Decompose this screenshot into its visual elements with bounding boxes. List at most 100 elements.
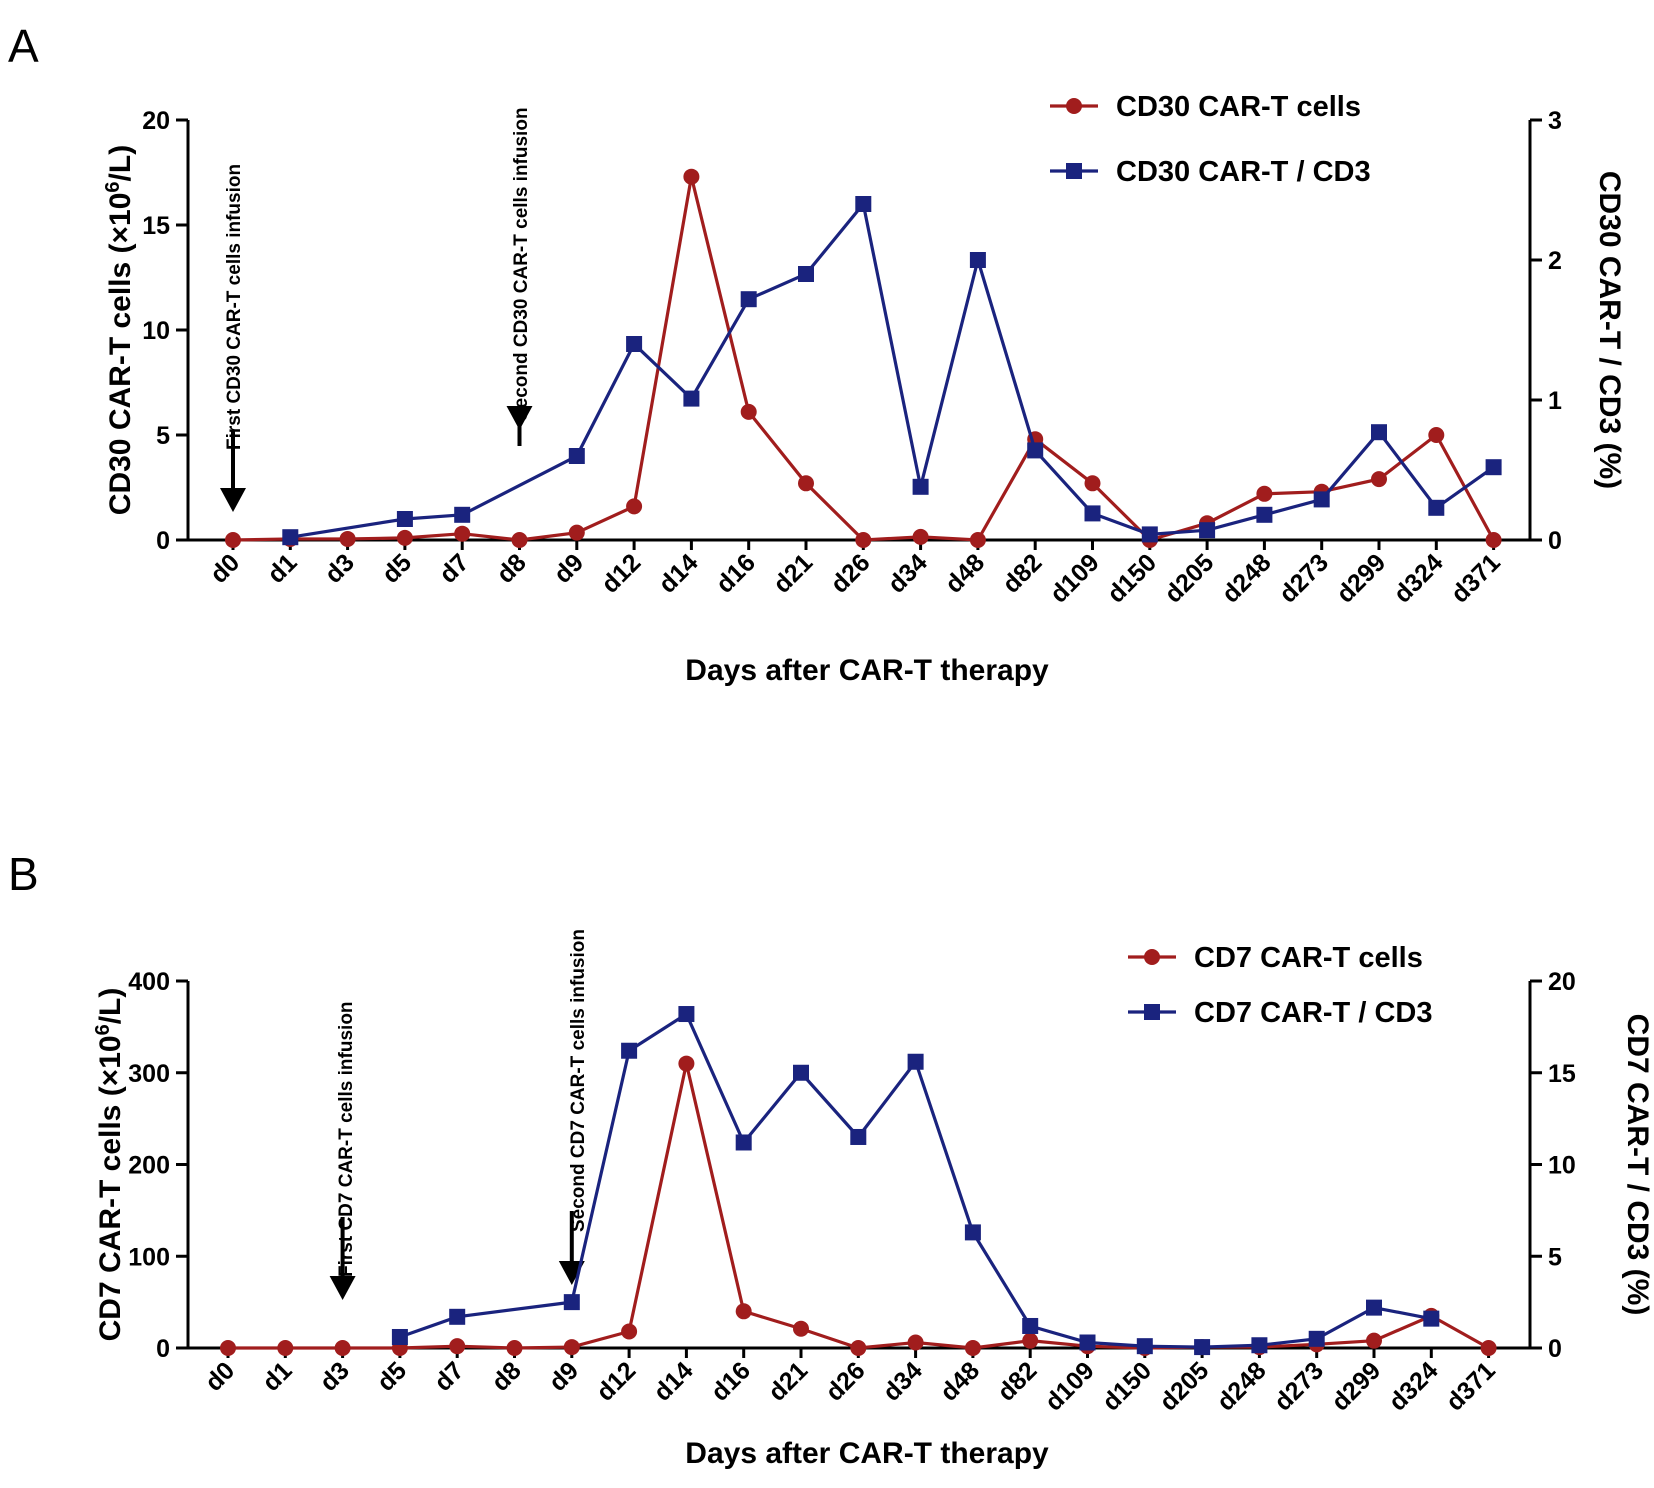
panel-b-x-tick-label: d21: [763, 1356, 813, 1406]
panel-b-series-1-point: [334, 1340, 351, 1356]
panel-b-x-axis-title: Days after CAR-T therapy: [685, 1437, 1049, 1470]
panel-b-x-tick-label: d3: [314, 1356, 354, 1396]
panel-a-x-tick-label: d48: [940, 548, 990, 598]
panel-a-x-tick-label: d16: [711, 548, 761, 598]
panel-b-x-tick-label: d1: [257, 1356, 297, 1396]
panel-b-series-2-point: [850, 1128, 867, 1145]
panel-b-x-tick-label: d12: [591, 1356, 641, 1406]
panel-a-y2-tick-label: 2: [1548, 247, 1562, 275]
panel-a-y-tick-label: 20: [142, 107, 170, 135]
panel-a-x-tick-label: d21: [768, 548, 818, 598]
panel-b-y2-tick-label: 20: [1548, 968, 1576, 996]
panel-b-y2-tick-label: 0: [1548, 1335, 1562, 1363]
panel-a-annotation-arrowhead: [220, 488, 246, 512]
panel-b-x-tick-label: d0: [200, 1356, 240, 1396]
panel-b-series-1-point: [506, 1340, 523, 1356]
panel-b-series-1-point: [793, 1320, 809, 1337]
panel-b-y2-tick-label: 5: [1548, 1243, 1562, 1271]
panel-b-series-1-point: [964, 1340, 981, 1356]
panel-b-series-1-point: [1366, 1332, 1382, 1349]
panel-a-series-2-point: [855, 196, 872, 212]
panel-b-series-2-point: [1366, 1299, 1382, 1316]
panel-b-x-tick-label: d26: [820, 1356, 870, 1406]
panel-b-legend-label-2: CD7 CAR-T / CD3: [1194, 997, 1432, 1029]
panel-a-series-1-point: [626, 498, 643, 515]
panel-a-label: A: [8, 20, 39, 72]
panel-b-x-tick-label: d248: [1212, 1356, 1272, 1416]
panel-b-label: B: [8, 848, 39, 900]
panel-b-series-2-point: [907, 1053, 924, 1070]
panel-a-x-tick-label: d0: [205, 548, 245, 588]
panel-a-series-1-point: [969, 532, 986, 548]
panel-b-series-2-point: [1136, 1338, 1153, 1355]
panel-b-legend-marker-2: [1144, 1004, 1160, 1020]
panel-a-series-1-point: [683, 168, 700, 185]
panel-b-series-2-point: [793, 1064, 809, 1081]
panel-b-series-1-point: [621, 1323, 638, 1340]
panel-a-y-axis-title: CD30 CAR-T cells (×106/L): [102, 145, 137, 515]
panel-a-series-2-point: [568, 448, 585, 464]
panel-b-y-tick-label: 300: [128, 1060, 170, 1088]
panel-a-series-1-point: [1428, 427, 1445, 443]
panel-a-y-tick-label: 10: [142, 317, 170, 345]
panel-a-series-2-point: [1027, 442, 1044, 459]
panel-b-x-tick-label: d150: [1097, 1356, 1157, 1416]
panel-a-series-1-point: [511, 532, 528, 548]
panel-b-series-1-point: [678, 1055, 695, 1072]
panel-a-x-tick-label: d248: [1217, 548, 1277, 608]
panel-a-legend-label-2: CD30 CAR-T / CD3: [1116, 156, 1371, 188]
panel-a-x-tick-label: d273: [1274, 548, 1334, 608]
panel-a-x-tick-label: d7: [434, 548, 474, 588]
panel-b-series-2-point: [1079, 1334, 1096, 1351]
panel-a-series-1-point: [1256, 485, 1273, 502]
panel-a-series-2-point: [912, 478, 929, 495]
panel-b-annotation-text: Second CD7 CAR-T cells infusion: [568, 929, 589, 1232]
panel-a-x-tick-label: d324: [1388, 548, 1448, 608]
panel-b-series-2-point: [964, 1224, 981, 1241]
panel-a-series-2-point: [1428, 499, 1445, 516]
panel-a-x-tick-label: d371: [1446, 548, 1506, 608]
panel-a-series-1-point: [568, 524, 585, 541]
panel-b-series-1-point: [735, 1303, 752, 1320]
panel-a-series-2-point: [683, 390, 700, 407]
panel-b-series-2-point: [1423, 1310, 1440, 1327]
panel-a-legend-marker-2: [1066, 163, 1082, 179]
panel-a-x-tick-label: d109: [1045, 548, 1105, 608]
panel-a-series-2-point: [1141, 526, 1158, 543]
panel-b-series-2-point: [1251, 1337, 1268, 1354]
panel-b-series-2-point: [735, 1134, 752, 1151]
panel-a-series-2-point: [1199, 522, 1216, 539]
panel-a-x-tick-label: d5: [377, 548, 417, 588]
panel-b-y-tick-label: 400: [128, 968, 170, 996]
panel-a-annotation-arrowhead: [506, 406, 533, 430]
panel-b-y2-axis-title: CD7 CAR-T / CD3 (%): [1621, 1014, 1654, 1316]
panel-b-x-tick-label: d299: [1326, 1356, 1386, 1416]
panel-a-series-2-point: [1084, 505, 1101, 522]
panel-a-y-tick-label: 0: [156, 527, 170, 555]
panel-a-x-tick-label: d26: [825, 548, 875, 598]
panel-a-series-1-point: [798, 475, 814, 492]
panel-b-legend-marker-1: [1144, 949, 1160, 965]
panel-a-x-tick-label: d3: [319, 548, 359, 588]
panel-b-series-1-point: [850, 1340, 867, 1356]
panel-a-series-2-point: [969, 252, 986, 268]
panel-a-series-1-point: [1485, 532, 1502, 548]
panel-b-x-tick-label: d371: [1441, 1356, 1501, 1416]
panel-b-series-1-point: [563, 1339, 580, 1356]
panel-a-x-tick-label: d299: [1331, 548, 1391, 608]
panel-b-series-2-point: [1194, 1339, 1211, 1356]
panel-b-x-tick-label: d82: [992, 1356, 1042, 1406]
panel-a-series-1-point: [396, 529, 413, 546]
panel-a-legend-label-1: CD30 CAR-T cells: [1116, 91, 1361, 123]
panel-b-y-tick-label: 200: [128, 1152, 170, 1180]
panel-a-annotation-text: Second CD30 CAR-T cells infusion: [511, 107, 532, 421]
panel-a-y2-tick-label: 0: [1548, 527, 1562, 555]
panel-a-series-2-point: [1313, 491, 1330, 508]
panel-b-y-tick-label: 0: [156, 1335, 170, 1363]
panel-a-annotation-text: First CD30 CAR-T cells infusion: [224, 164, 245, 450]
panel-a-y-tick-label: 5: [156, 422, 170, 450]
panel-b-series-line-2: [399, 1011, 1432, 1349]
panel-b-annotation-text: First CD7 CAR-T cells infusion: [336, 1001, 357, 1277]
panel-a-x-tick-label: d205: [1159, 548, 1219, 608]
